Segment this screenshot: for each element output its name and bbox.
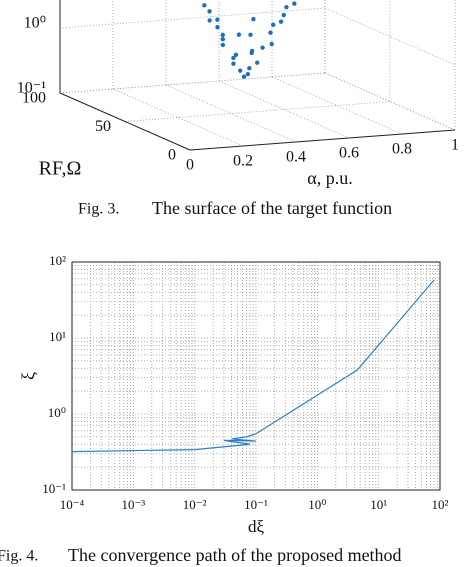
- point: [207, 18, 212, 23]
- y-axis-label: ξ: [18, 372, 38, 380]
- point: [269, 41, 274, 47]
- x-tick-label: 10²: [432, 497, 449, 512]
- caption: The surface of the target function: [152, 198, 392, 218]
- point: [245, 71, 251, 77]
- point: [215, 17, 220, 22]
- y-tick-label: 50: [95, 118, 111, 135]
- point: [260, 45, 265, 50]
- point: [281, 12, 286, 18]
- point: [220, 32, 225, 38]
- point: [233, 52, 239, 57]
- point: [268, 30, 273, 35]
- point: [247, 66, 252, 71]
- grid-line: [271, 76, 403, 135]
- point: [215, 24, 220, 30]
- x-tick-label: 0: [186, 157, 194, 174]
- grid-line: [59, 72, 326, 94]
- x-tick-label: 0.4: [286, 149, 306, 166]
- line: [71, 279, 435, 453]
- point: [202, 3, 207, 8]
- point: [255, 60, 260, 65]
- point: [220, 42, 226, 48]
- x-tick-label: 10⁻³: [121, 497, 145, 512]
- point: [237, 68, 243, 73]
- x-tick-label: 10⁻¹: [244, 497, 268, 512]
- point: [248, 32, 253, 37]
- x-tick-label: 10⁻²: [183, 497, 207, 512]
- caption: The convergence path of the proposed met…: [68, 545, 402, 565]
- point: [271, 22, 276, 27]
- x-tick-label: 10⁰: [308, 497, 326, 512]
- caption-label: Fig. 3.: [78, 201, 119, 218]
- x-axis-label: α, p.u.: [307, 168, 352, 188]
- x-tick-label: 1: [451, 137, 459, 154]
- axis-line: [189, 129, 456, 151]
- point: [231, 55, 236, 61]
- point: [220, 37, 225, 42]
- x-tick-label: 10¹: [370, 497, 387, 512]
- point: [236, 32, 242, 37]
- x-tick-label: 0.6: [339, 145, 359, 162]
- point: [207, 9, 212, 14]
- point: [284, 5, 289, 10]
- point: [231, 61, 236, 66]
- point: [292, 1, 297, 6]
- y-tick-label: 0: [168, 147, 176, 164]
- plot-frame: [71, 261, 441, 491]
- x-tick-label: 10⁻⁴: [60, 497, 85, 512]
- y-tick-label: 10⁻¹: [42, 481, 66, 496]
- x-axis-label: dξ: [248, 517, 265, 536]
- grid-line: [124, 101, 391, 122]
- z-tick-label: 10⁰: [24, 15, 46, 32]
- x-tick-label: 0.8: [392, 141, 412, 158]
- y-axis-label: RF,Ω: [39, 158, 82, 180]
- grid-line: [59, 7, 326, 29]
- grid-line: [112, 88, 244, 147]
- y-tick-label: 10²: [49, 253, 66, 268]
- point: [249, 50, 254, 56]
- point: [251, 16, 256, 22]
- x-tick-label: 0.2: [233, 153, 253, 170]
- point: [241, 74, 247, 79]
- axis-line: [59, 92, 191, 151]
- y-tick-label: 100: [22, 90, 46, 107]
- grid-line: [165, 84, 297, 143]
- caption-label: Fig. 4.: [0, 548, 38, 565]
- point: [278, 19, 284, 24]
- z-tick-label: 10⁻¹: [17, 80, 46, 97]
- y-tick-label: 10⁰: [48, 405, 66, 420]
- y-tick-label: 10¹: [49, 329, 66, 344]
